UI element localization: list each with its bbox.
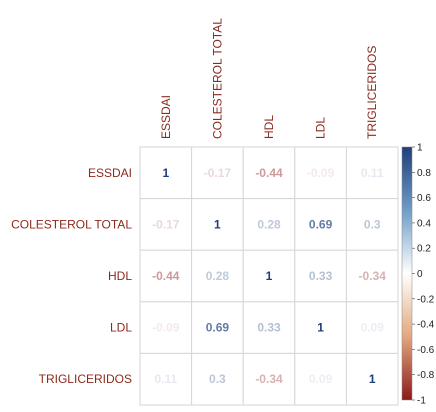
heatmap-cell bbox=[139, 198, 193, 251]
colorbar-tick-label: -0.8 bbox=[417, 370, 435, 381]
heatmap-cell bbox=[242, 146, 296, 200]
colorbar-tick-label: 1 bbox=[417, 143, 423, 154]
cell-value-label: 0.09 bbox=[361, 321, 385, 335]
heatmap-cell bbox=[242, 352, 296, 406]
cell-value-label: 0.11 bbox=[361, 166, 384, 180]
heatmap-cell bbox=[139, 352, 193, 406]
row-label: TRIGLICERIDOS bbox=[39, 372, 132, 386]
colorbar-tick-label: 0.4 bbox=[417, 218, 431, 229]
cell-value-label: 0.33 bbox=[309, 269, 333, 283]
heatmap-cell bbox=[242, 301, 296, 354]
cell-value-label: -0.44 bbox=[152, 269, 180, 283]
column-label: TRIGLICERIDOS bbox=[365, 46, 379, 139]
cell-value-label: 0.28 bbox=[257, 217, 281, 231]
colorbar-tick-label: 0.8 bbox=[417, 168, 431, 179]
heatmap-cell bbox=[191, 301, 244, 354]
cell-value-label: -0.34 bbox=[255, 372, 283, 386]
cell-value-label: 0.3 bbox=[209, 372, 226, 386]
heatmap-cell bbox=[191, 249, 244, 303]
colorbar-tick-label: -0.4 bbox=[417, 320, 435, 331]
cell-value-label: 1 bbox=[317, 321, 324, 335]
colorbar-tick-label: -0.6 bbox=[417, 345, 435, 356]
heatmap-cell bbox=[294, 249, 347, 303]
cell-value-label: 0.3 bbox=[364, 217, 381, 231]
colorbar-gradient bbox=[401, 146, 413, 401]
heatmap-cell bbox=[139, 301, 193, 354]
colorbar-tick-label: -1 bbox=[417, 396, 426, 407]
heatmap-cell bbox=[345, 352, 399, 406]
colorbar-tick-label: 0 bbox=[417, 269, 423, 280]
cell-value-label: -0.17 bbox=[204, 166, 232, 180]
heatmap-cell bbox=[345, 301, 399, 354]
heatmap-cell bbox=[294, 301, 347, 354]
cell-value-label: 0.11 bbox=[154, 372, 177, 386]
colorbar-tick-label: 0.6 bbox=[417, 193, 431, 204]
cell-value-label: -0.17 bbox=[152, 217, 180, 231]
row-label: HDL bbox=[108, 269, 132, 283]
row-label: COLESTEROL TOTAL bbox=[11, 217, 132, 231]
row-label: LDL bbox=[110, 321, 132, 335]
cell-value-label: 0.33 bbox=[257, 321, 281, 335]
heatmap-cells: 1 -0.17 -0.44 -0.09 0.11 -0.17 1 0.28 0.69 0.3 -0.… bbox=[139, 146, 399, 406]
cell-value-label: 0.28 bbox=[206, 269, 230, 283]
cell-value-label: 0.69 bbox=[309, 217, 333, 231]
colorbar-tick-label: -0.2 bbox=[417, 294, 435, 305]
column-label: LDL bbox=[314, 117, 328, 139]
column-label: ESSDAI bbox=[159, 95, 173, 139]
heatmap-cell bbox=[191, 352, 244, 406]
cell-value-label: 1 bbox=[214, 217, 221, 231]
cell-value-label: -0.09 bbox=[307, 166, 335, 180]
column-label: COLESTEROL TOTAL bbox=[210, 18, 224, 139]
cell-value-label: -0.44 bbox=[255, 166, 283, 180]
row-labels: ESSDAI COLESTEROL TOTAL HDL LDL TRIGLICERIDO… bbox=[11, 166, 132, 386]
cell-value-label: -0.34 bbox=[359, 269, 387, 283]
colorbar-tick-label: 0.2 bbox=[417, 244, 431, 255]
cell-value-label: 0.09 bbox=[309, 372, 333, 386]
heatmap-cell bbox=[242, 198, 296, 251]
cell-value-label: 1 bbox=[369, 372, 376, 386]
column-label: HDL bbox=[262, 115, 276, 139]
heatmap-cell bbox=[345, 198, 399, 251]
cell-value-label: -0.09 bbox=[152, 321, 180, 335]
heatmap-cell bbox=[139, 146, 193, 200]
cell-value-label: 1 bbox=[162, 166, 169, 180]
cell-value-label: 1 bbox=[266, 269, 273, 283]
row-label: ESSDAI bbox=[88, 166, 132, 180]
cell-value-label: 0.69 bbox=[206, 321, 230, 335]
heatmap-cell bbox=[191, 146, 244, 200]
column-labels: ESSDAI COLESTEROL TOTAL HDL LDL TRIGLICERIDO… bbox=[159, 18, 379, 139]
colorbar: 1 0.8 0.6 0.4 0.2 0 -0.2 -0.4 -0.6 -0.8 -1 bbox=[401, 143, 435, 407]
